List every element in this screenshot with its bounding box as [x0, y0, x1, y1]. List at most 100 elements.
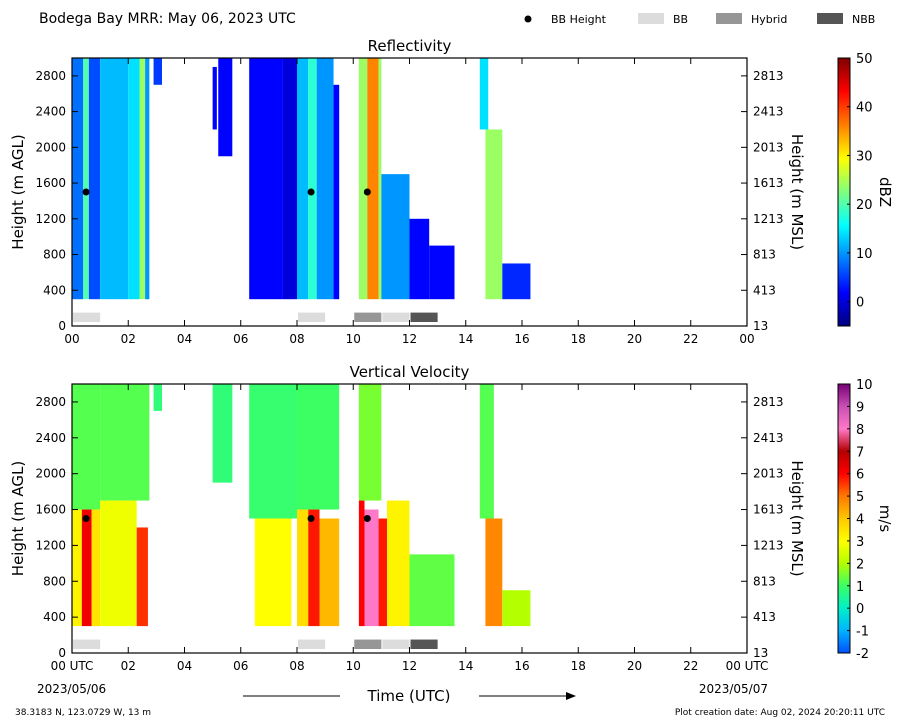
y-tick-label-left: 1600 — [35, 503, 66, 517]
bb-type-segment — [354, 639, 382, 649]
figure-footer: 2023/05/06 2023/05/07 Time (UTC) 38.3183… — [15, 682, 885, 718]
panel-title: Vertical Velocity — [350, 363, 470, 381]
echo-cell — [72, 58, 84, 300]
colorbar-tick-label: 0 — [856, 602, 864, 617]
x-tick-label: 02 — [121, 332, 136, 346]
echo-cell — [502, 590, 531, 627]
colorbar-tick-label: 8 — [856, 423, 864, 438]
start-date: 2023/05/06 — [37, 682, 106, 696]
legend-label: NBB — [852, 13, 875, 26]
echo-cell — [145, 58, 150, 300]
colorbar-tick-label: 10 — [856, 378, 873, 393]
echo-cell — [72, 509, 82, 627]
colorbar-tick-label: 0 — [856, 296, 864, 311]
echo-cell — [502, 263, 531, 300]
echo-cell — [218, 58, 233, 157]
echo-cell — [358, 500, 365, 627]
y-axis-label-right: Height (m MSL) — [788, 460, 806, 576]
y-tick-label-right: 1213 — [753, 538, 784, 552]
echo-cell — [429, 245, 455, 300]
y-axis-label-left: Height (m AGL) — [9, 461, 27, 576]
y-tick-label-right: 813 — [753, 248, 776, 262]
echo-cell — [479, 58, 489, 130]
colorbar-tick-label: 6 — [856, 468, 864, 483]
x-tick-label: 12 — [402, 332, 417, 346]
y-tick-label-left: 800 — [43, 574, 66, 588]
echo-cell — [212, 384, 233, 483]
echo-cell — [358, 58, 368, 300]
colorbar-tick-label: 20 — [856, 198, 873, 213]
echo-cell — [364, 509, 379, 627]
x-tick-label: 20 — [627, 332, 642, 346]
y-tick-label-left: 800 — [43, 248, 66, 262]
y-tick-label-left: 0 — [58, 646, 66, 660]
panel-title: Reflectivity — [368, 37, 452, 55]
x-tick-label: 14 — [458, 659, 473, 673]
y-tick-label-left: 2000 — [35, 467, 66, 481]
bb-type-segment — [382, 639, 410, 649]
colorbar-tick-label: -2 — [856, 647, 869, 662]
figure-header: Bodega Bay MRR: May 06, 2023 UTC BB Heig… — [39, 11, 875, 27]
colorbar-tick-label: -1 — [856, 625, 869, 640]
y-tick-label-right: 1613 — [753, 503, 784, 517]
echo-layer — [72, 58, 531, 300]
y-tick-label-left: 2400 — [35, 431, 66, 445]
echo-cell — [128, 58, 140, 300]
bb-type-segment — [298, 312, 326, 322]
colorbar-tick-label: 40 — [856, 101, 873, 116]
echo-cell — [136, 527, 148, 627]
x-tick-label: 06 — [233, 659, 248, 673]
y-tick-label-right: 2413 — [753, 105, 784, 119]
y-tick-label-left: 2800 — [35, 69, 66, 83]
echo-cell — [81, 509, 92, 627]
bb-legend: BB Height BB Hybrid NBB — [524, 13, 875, 26]
y-tick-label-left: 1200 — [35, 538, 66, 552]
x-tick-label: 22 — [683, 332, 698, 346]
echo-cell — [88, 58, 101, 300]
echo-cell — [358, 384, 382, 501]
y-tick-label-right: 813 — [753, 574, 776, 588]
legend-swatch — [817, 13, 843, 24]
y-tick-label-left: 400 — [43, 283, 66, 297]
x-axis-label: Time (UTC) — [367, 687, 451, 705]
colorbar-tick-label: 5 — [856, 490, 864, 505]
y-tick-label-right: 2813 — [753, 69, 784, 83]
creation-date: Plot creation date: Aug 02, 2024 20:20:1… — [675, 708, 885, 718]
echo-cell — [72, 384, 101, 510]
y-tick-label-right: 13 — [753, 319, 768, 333]
x-tick-label: 18 — [571, 659, 586, 673]
bb-type-segment — [410, 312, 438, 322]
x-tick-label: 04 — [177, 659, 192, 673]
y-tick-label-left: 400 — [43, 610, 66, 624]
legend-item-bb-height: BB Height — [524, 13, 607, 26]
echo-cell — [333, 84, 340, 300]
bb-height-point — [307, 515, 315, 522]
legend-label: BB — [673, 13, 688, 26]
legend-item-bb: BB — [638, 13, 688, 26]
colorbar-tick-label: 10 — [856, 247, 873, 262]
y-tick-label-right: 1213 — [753, 212, 784, 226]
echo-cell — [139, 58, 146, 300]
x-tick-label: 10 — [346, 659, 361, 673]
echo-cell — [378, 58, 382, 300]
x-tick-label: 00 — [64, 332, 79, 346]
legend-item-nbb: NBB — [817, 13, 875, 26]
y-tick-label-right: 1613 — [753, 176, 784, 190]
bb-type-segment — [73, 312, 101, 322]
echo-cell — [249, 58, 283, 300]
echo-cell — [479, 384, 494, 519]
echo-cell — [485, 518, 503, 627]
bb-height-point — [363, 188, 371, 196]
colorbar-tick-label: 3 — [856, 535, 864, 550]
echo-cell — [381, 174, 410, 300]
x-tick-label: 04 — [177, 332, 192, 346]
echo-cell — [387, 500, 410, 627]
x-tick-label: 08 — [289, 332, 304, 346]
x-tick-label: 00 UTC — [51, 659, 94, 673]
colorbar-tick-label: 30 — [856, 149, 873, 164]
echo-cell — [91, 509, 101, 627]
y-tick-label-left: 1200 — [35, 212, 66, 226]
y-tick-label-left: 0 — [58, 319, 66, 333]
